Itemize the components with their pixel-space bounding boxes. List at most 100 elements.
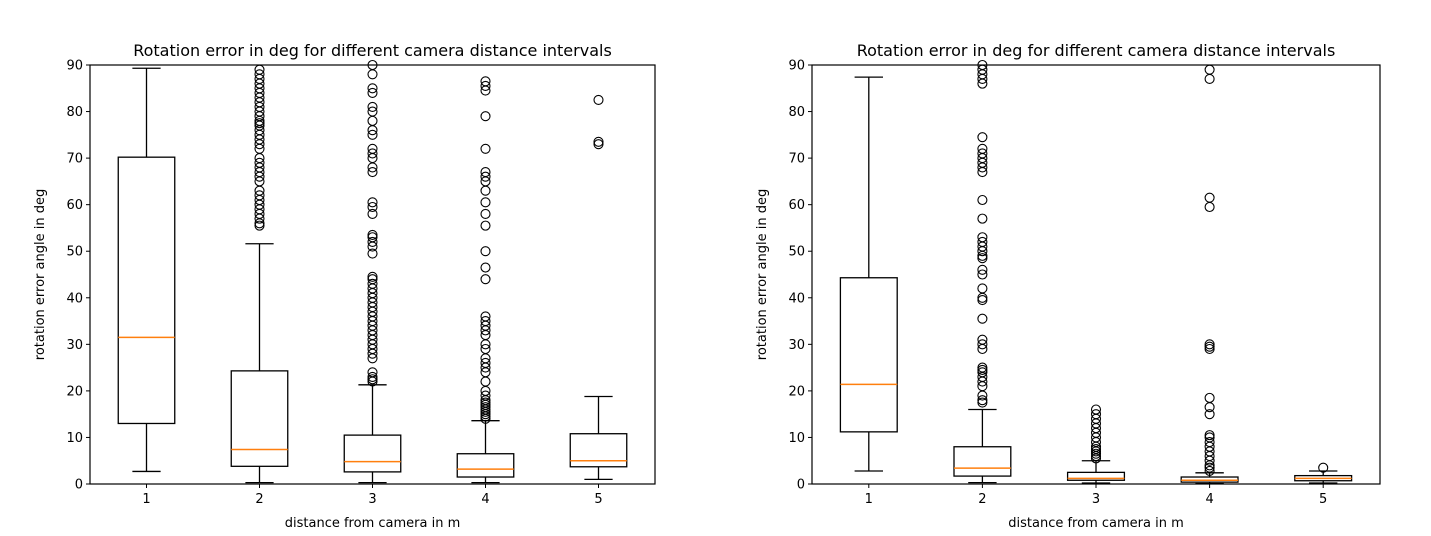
outlier-point — [367, 232, 378, 243]
outlier-point — [977, 283, 988, 294]
outlier-point — [480, 402, 491, 413]
outlier-point — [977, 367, 988, 378]
y-tick-label: 80 — [66, 105, 83, 120]
outlier-point — [480, 208, 491, 220]
box-2 — [953, 59, 1012, 484]
outlier-point — [367, 143, 378, 154]
box-5 — [1294, 462, 1353, 484]
box-4 — [456, 76, 515, 484]
chart-2: Rotation error in deg for different came… — [755, 41, 1381, 531]
outlier-point — [1204, 64, 1215, 75]
outlier-point — [367, 148, 378, 159]
outlier-point — [480, 111, 491, 122]
outlier-point — [977, 194, 988, 206]
outlier-point — [367, 274, 378, 285]
y-tick-label: 70 — [66, 152, 83, 167]
y-tick-label: 20 — [66, 384, 83, 399]
x-tick-label: 2 — [978, 492, 986, 507]
outlier-point — [480, 262, 491, 273]
outlier-point — [977, 213, 988, 224]
outlier-point — [367, 278, 378, 289]
x-tick-label: 1 — [865, 492, 873, 507]
outlier-point — [1090, 409, 1102, 420]
y-tick-label: 60 — [66, 198, 83, 213]
outlier-point — [367, 83, 378, 94]
outlier-point — [1204, 402, 1215, 413]
outlier-point — [480, 274, 491, 285]
outlier-point — [480, 80, 491, 91]
outlier-point — [480, 376, 491, 387]
x-tick-label: 4 — [481, 492, 489, 507]
y-tick-label: 40 — [788, 291, 805, 306]
outlier-point — [1204, 432, 1215, 443]
outlier-point — [480, 397, 491, 408]
outlier-point — [977, 148, 988, 159]
outlier-point — [1090, 404, 1102, 415]
box-4 — [1180, 64, 1239, 485]
iqr-box — [456, 453, 515, 478]
outlier-point — [977, 253, 988, 264]
box-3 — [343, 59, 402, 484]
x-tick-label: 3 — [1092, 492, 1100, 507]
outlier-point — [1204, 465, 1215, 477]
outlier-point — [254, 190, 265, 201]
outlier-point — [1204, 430, 1215, 441]
y-tick-label: 20 — [788, 384, 805, 399]
outlier-point — [593, 139, 604, 150]
outlier-point — [593, 136, 604, 147]
y-tick-label: 50 — [66, 245, 83, 260]
x-tick-label: 5 — [594, 492, 602, 507]
x-axis-label: distance from camera in m — [1008, 516, 1183, 531]
outlier-point — [1204, 392, 1215, 403]
outlier-point — [1204, 192, 1215, 203]
outlier-point — [977, 334, 988, 345]
outlier-point — [367, 106, 378, 117]
outlier-point — [367, 208, 378, 220]
outlier-point — [977, 269, 988, 280]
box-1 — [117, 67, 176, 473]
box-3 — [1066, 404, 1126, 484]
outlier-point — [367, 197, 378, 208]
outlier-point — [977, 339, 988, 350]
x-tick-label: 4 — [1205, 492, 1213, 507]
outlier-point — [480, 220, 491, 231]
outlier-point — [367, 69, 378, 80]
y-tick-label: 10 — [66, 431, 83, 446]
outlier-point — [480, 143, 491, 154]
outlier-point — [367, 87, 378, 98]
outlier-point — [367, 374, 378, 385]
outlier-point — [367, 248, 378, 259]
outlier-point — [480, 76, 491, 87]
outlier-point — [480, 343, 491, 355]
outlier-point — [367, 201, 378, 213]
outlier-point — [367, 129, 378, 140]
outlier-point — [977, 295, 988, 306]
outlier-point — [367, 101, 378, 112]
y-tick-label: 40 — [66, 291, 83, 306]
chart-title: Rotation error in deg for different came… — [133, 41, 612, 60]
outlier-point — [254, 118, 265, 129]
y-tick-label: 0 — [75, 478, 83, 493]
outlier-point — [367, 115, 378, 126]
outlier-point — [367, 229, 378, 240]
outlier-point — [1204, 339, 1215, 350]
outlier-point — [1204, 409, 1215, 420]
outlier-point — [480, 246, 491, 257]
outlier-point — [1204, 343, 1215, 355]
outlier-point — [480, 316, 491, 327]
outlier-point — [367, 167, 378, 178]
outlier-point — [254, 220, 265, 231]
outlier-point — [480, 357, 491, 369]
y-tick-label: 90 — [66, 59, 83, 74]
outlier-point — [977, 232, 988, 243]
plot-frame — [89, 64, 656, 485]
outlier-point — [977, 397, 988, 408]
x-tick-label: 2 — [255, 492, 263, 507]
iqr-box — [117, 156, 176, 425]
y-tick-label: 0 — [797, 478, 805, 493]
x-tick-label: 3 — [368, 492, 376, 507]
y-axis-label: rotation error angle in deg — [755, 189, 770, 360]
outlier-point — [1204, 73, 1215, 85]
y-tick-label: 70 — [788, 152, 805, 167]
